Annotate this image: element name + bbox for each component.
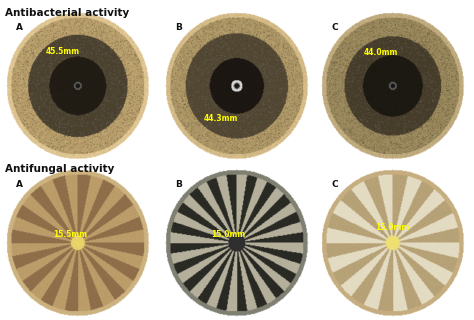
Text: Antibacterial activity: Antibacterial activity bbox=[5, 8, 129, 18]
Text: 45.5mm: 45.5mm bbox=[46, 47, 80, 56]
Text: B: B bbox=[175, 23, 182, 32]
Text: 15.0mm: 15.0mm bbox=[211, 230, 246, 239]
Text: 44.3mm: 44.3mm bbox=[204, 114, 238, 123]
Text: A: A bbox=[16, 180, 23, 189]
Text: 44.0mm: 44.0mm bbox=[364, 48, 398, 57]
Text: A: A bbox=[16, 23, 23, 32]
Text: Antifungal activity: Antifungal activity bbox=[5, 164, 114, 174]
Text: 15.5mm: 15.5mm bbox=[53, 230, 87, 239]
Text: B: B bbox=[175, 180, 182, 189]
Text: C: C bbox=[331, 23, 338, 32]
Text: 15.0mm: 15.0mm bbox=[375, 223, 410, 232]
Text: C: C bbox=[331, 180, 338, 189]
